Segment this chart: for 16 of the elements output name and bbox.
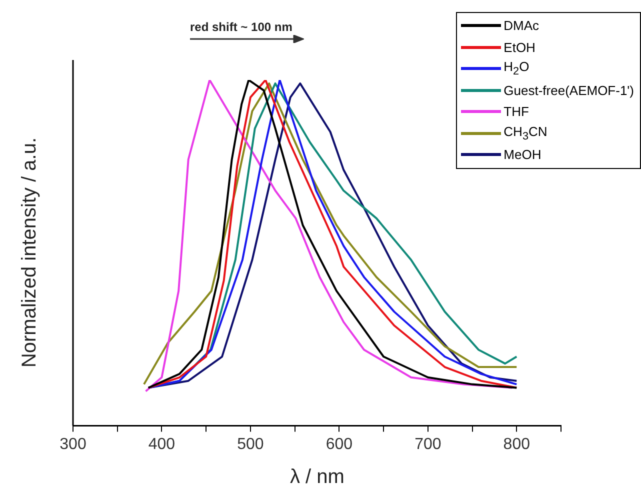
y-axis-title: Normalized intensity / a.u. [18,138,42,368]
legend-label: H$_{2}$O [504,59,530,78]
legend-label: DMAc [504,18,540,34]
x-tick-label: 500 [237,436,264,453]
legend-label: EtOH [504,40,536,55]
x-tick-label: 800 [503,436,530,453]
legend-label: CH$_{3}$CN [504,124,548,143]
x-tick-label: 400 [148,436,176,453]
x-tick-label: 300 [60,436,86,453]
x-tick-label: 700 [414,436,442,453]
legend-label: THF [504,104,529,120]
x-axis-title: λ / nm [290,466,344,489]
legend-label: MeOH [504,147,542,162]
legend-label: Guest-free(AEMOF-1') [504,82,634,98]
text: red shift ~ 100 nm [190,20,292,34]
x-tick-label: 600 [326,436,353,453]
